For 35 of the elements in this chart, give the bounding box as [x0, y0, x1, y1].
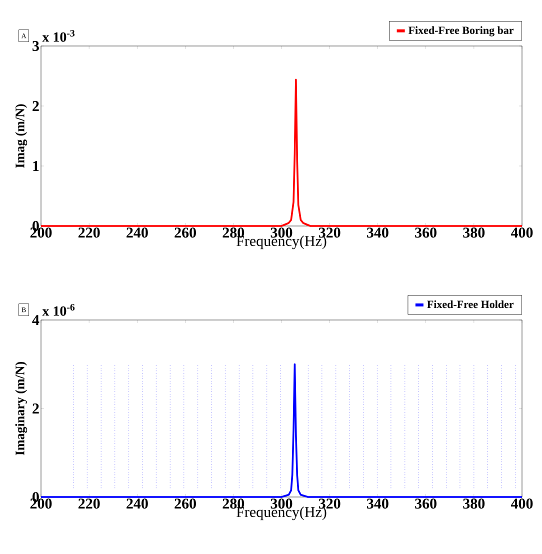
x-tick-label: 320 [318, 498, 340, 509]
x-tick-label: 380 [463, 498, 485, 509]
x-tick-label: 280 [222, 498, 244, 509]
x-tick-label: 380 [463, 228, 485, 238]
y-tick-label: 4 [32, 315, 40, 325]
y-tick-label: 1 [33, 161, 39, 171]
x-tick-label: 260 [174, 228, 196, 238]
x-axis-title: Frequency(Hz) [236, 236, 326, 250]
x-tick-label: 340 [367, 498, 388, 509]
x-tick-label: 400 [510, 498, 533, 509]
line-series [40, 363, 523, 498]
x-tick-label: 360 [415, 228, 436, 238]
text: x 10$^{-3}$ [42, 30, 75, 42]
x-tick-label: 220 [78, 498, 100, 509]
y-tick-label: 2 [32, 404, 39, 414]
legend-label: Fixed-Free Boring bar [408, 26, 514, 36]
x-tick-label: 300 [270, 228, 292, 238]
x-tick-label: 280 [222, 228, 244, 238]
x-axis-title: Frequency(Hz) [236, 506, 326, 520]
x-tick-label: 320 [318, 228, 340, 238]
x-tick-label: 400 [510, 228, 533, 238]
x-tick-label: 360 [415, 498, 436, 509]
x-tick-label: 300 [270, 498, 292, 509]
x-tick-label: 240 [126, 228, 148, 238]
text: x 10$^{-6}$ [42, 304, 75, 316]
legend-label: Fixed-Free Holder [427, 300, 514, 308]
line-series [40, 78, 523, 227]
y-axis-title: Imag (m/N) [15, 104, 28, 168]
x-tick-label: 220 [78, 228, 100, 238]
x-tick-label: 260 [174, 498, 196, 509]
y-tick-label: 3 [32, 40, 39, 52]
x-tick-label: 240 [126, 498, 148, 509]
x-tick-label: 340 [367, 228, 388, 238]
y-tick-label: 2 [32, 101, 39, 111]
y-axis-title: Imaginary (m/N) [15, 362, 28, 456]
